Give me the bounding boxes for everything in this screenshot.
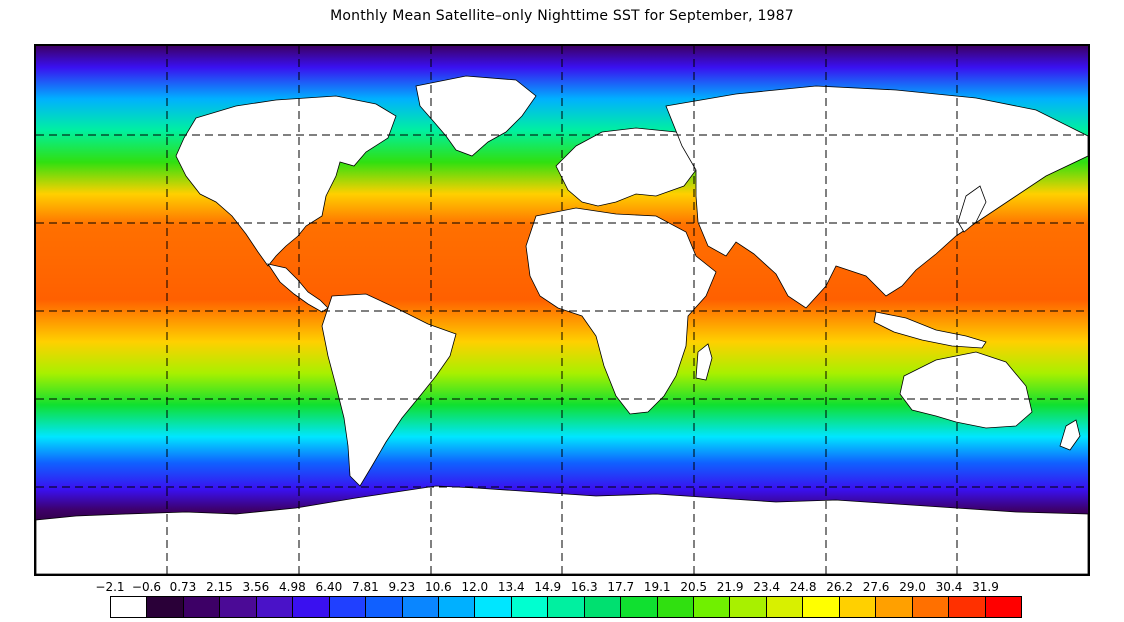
- colorbar-swatch: [438, 597, 476, 617]
- colorbar-swatch: [256, 597, 294, 617]
- map-title: Monthly Mean Satellite–only Nighttime SS…: [330, 8, 794, 24]
- colorbar-tick-label: 21.9: [716, 580, 744, 594]
- colorbar-tick-labels: −2.1 −0.6 0.73 2.15 3.56 4.98 6.40 7.81 9.23 10.6…: [0, 580, 1124, 596]
- colorbar-tick-label: 17.7: [607, 580, 635, 594]
- greenland: [415, 75, 537, 157]
- colorbar-swatch: [621, 597, 658, 617]
- indonesia: [873, 311, 987, 349]
- colorbar-tick-label: 19.1: [643, 580, 671, 594]
- colorbar-swatch: [402, 597, 439, 617]
- colorbar-tick-label: 24.8: [789, 580, 817, 594]
- colorbar-tick-label: 23.4: [753, 580, 780, 594]
- new-zealand: [1059, 419, 1081, 451]
- colorbar-tick-label: 20.5: [680, 580, 708, 594]
- colorbar-swatch: [766, 597, 804, 617]
- colorbar-swatch: [366, 597, 403, 617]
- colorbar: [110, 596, 1022, 618]
- colorbar-tick-label: 27.6: [862, 580, 890, 594]
- colorbar-tick-label: 7.81: [352, 580, 379, 594]
- asia: [665, 85, 1088, 309]
- colorbar-swatch: [657, 597, 694, 617]
- grid-lines: [36, 46, 1088, 574]
- sst-map: [34, 44, 1090, 576]
- colorbar-swatch: [293, 597, 330, 617]
- colorbar-tick-label: 14.9: [534, 580, 562, 594]
- colorbar-swatch: [839, 597, 877, 617]
- colorbar-tick-label: 12.0: [461, 580, 489, 594]
- colorbar-swatch: [147, 597, 184, 617]
- colorbar-tick-label: −0.6: [131, 580, 162, 594]
- europe: [555, 127, 697, 207]
- colorbar-tick-label: 31.9: [972, 580, 999, 594]
- colorbar-swatch: [730, 597, 767, 617]
- colorbar-swatch: [111, 597, 148, 617]
- sst-map-canvas: [36, 46, 1088, 574]
- colorbar-swatch: [985, 597, 1021, 617]
- colorbar-tick-label: 29.0: [899, 580, 926, 594]
- colorbar-tick-label: 6.40: [315, 580, 343, 594]
- japan: [957, 185, 987, 233]
- colorbar-swatch: [475, 597, 512, 617]
- colorbar-swatch: [912, 597, 950, 617]
- colorbar-tick-label: 26.2: [826, 580, 853, 594]
- colorbar-tick-label: 10.6: [424, 580, 452, 594]
- colorbar-swatch: [694, 597, 731, 617]
- colorbar-swatch: [548, 597, 585, 617]
- colorbar-tick-label: 0.73: [169, 580, 197, 594]
- colorbar-tick-label: 9.23: [388, 580, 416, 594]
- colorbar-tick-label: −2.1: [95, 580, 125, 594]
- colorbar-tick-label: 16.3: [570, 580, 598, 594]
- colorbar-tick-label: 13.4: [497, 580, 525, 594]
- colorbar-swatch: [803, 597, 840, 617]
- colorbar-tick-label: 3.56: [242, 580, 270, 594]
- north-america: [175, 95, 397, 267]
- colorbar-tick-label: 2.15: [206, 580, 233, 594]
- colorbar-swatch: [511, 597, 549, 617]
- colorbar-tick-label: 30.4: [935, 580, 963, 594]
- colorbar-swatch: [220, 597, 257, 617]
- colorbar-swatch: [949, 597, 986, 617]
- australia: [899, 351, 1033, 429]
- colorbar-swatch: [183, 597, 221, 617]
- madagascar: [695, 343, 713, 381]
- colorbar-swatch: [876, 597, 913, 617]
- colorbar-swatch: [584, 597, 622, 617]
- south-america: [321, 293, 457, 487]
- colorbar-swatch: [329, 597, 367, 617]
- colorbar-tick-label: 4.98: [279, 580, 306, 594]
